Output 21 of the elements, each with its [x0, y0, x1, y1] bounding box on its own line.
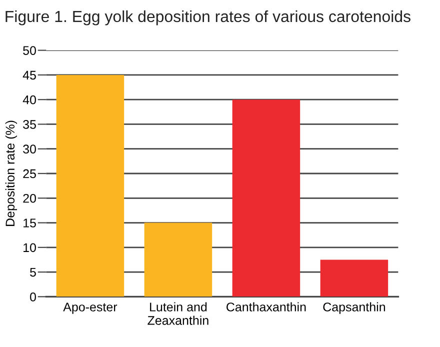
y-tick-label: 45 — [22, 70, 36, 80]
y-tick-label: 0 — [30, 292, 36, 302]
y-tick-label: 50 — [23, 46, 36, 55]
bar — [56, 74, 124, 297]
y-tick-label: 5 — [30, 268, 36, 277]
bar — [320, 260, 388, 297]
y-tick-label: 40 — [22, 95, 36, 104]
chart-title: Figure 1. Egg yolk deposition rates of various carotenoids — [6, 10, 410, 26]
x-tick-label: Apo-ester — [63, 302, 118, 314]
y-tick-label: 30 — [23, 144, 36, 154]
y-tick-label: 35 — [23, 120, 36, 129]
bar — [144, 222, 212, 297]
y-tick-label: 20 — [23, 194, 36, 203]
x-tick-label: Canthaxanthin — [226, 302, 306, 312]
y-tick-label: 25 — [23, 169, 36, 178]
y-tick-label: 10 — [24, 243, 36, 252]
x-tick-label: Lutein and Zeaxanthin — [148, 302, 208, 325]
y-axis-title: Deposition rate (%) — [5, 120, 18, 226]
bar — [232, 100, 300, 297]
x-tick-label: Capsanthin — [323, 302, 386, 314]
y-tick-label: 15 — [24, 218, 36, 228]
